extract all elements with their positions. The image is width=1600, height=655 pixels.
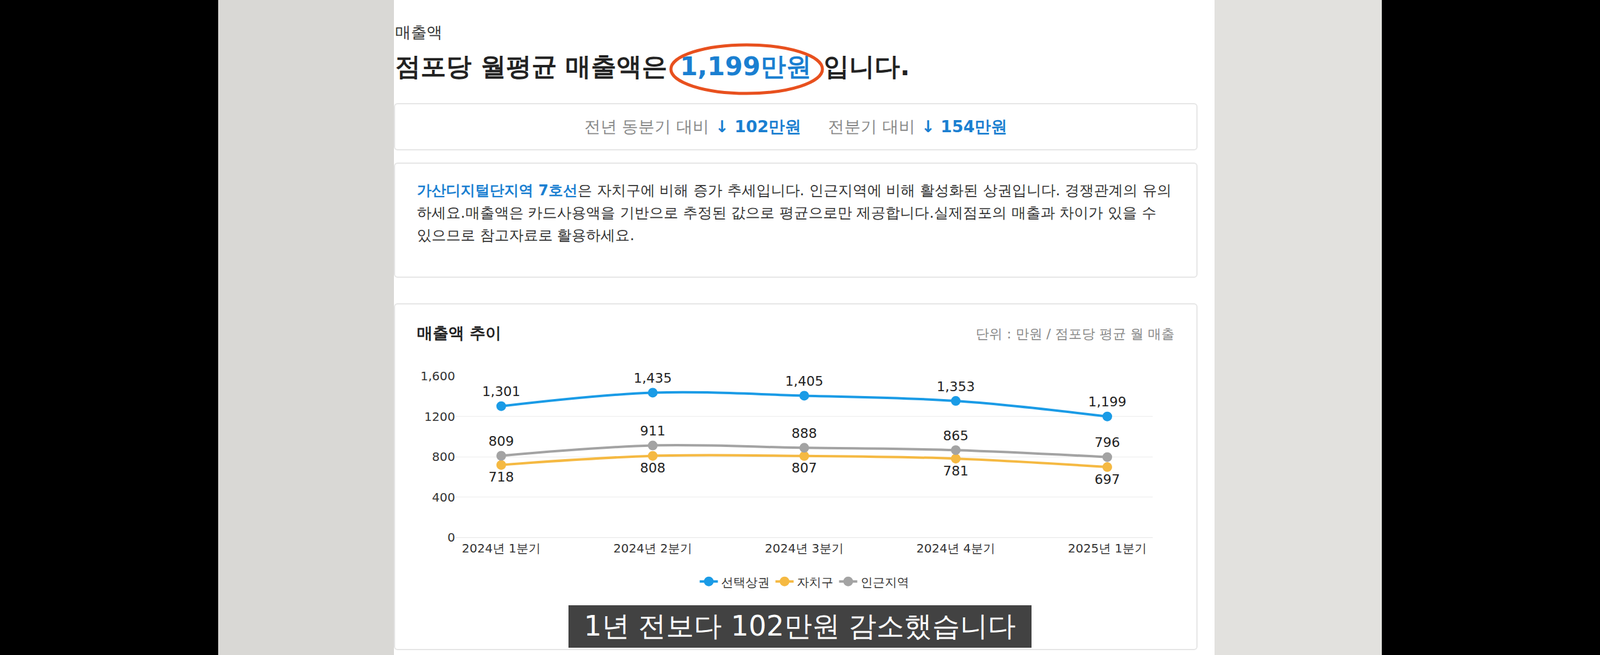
svg-text:800: 800 [432,449,456,464]
svg-text:809: 809 [488,433,514,449]
svg-text:2025년 1분기: 2025년 1분기 [1067,540,1147,556]
svg-text:2024년 4분기: 2024년 4분기 [916,540,996,556]
svg-text:1,301: 1,301 [482,383,521,399]
html-text:1년 전보다 102만원 감소했습니다: 1년 전보다 102만원 감소했습니다 [583,609,1017,642]
svg-text:1,435: 1,435 [633,370,673,386]
svg-text:807: 807 [791,460,817,476]
svg-text:808: 808 [640,460,666,476]
svg-text:697: 697 [1094,471,1120,487]
svg-text:1,600: 1,600 [420,368,456,384]
svg-text:781: 781 [943,463,969,479]
html-text:단위 : 만원 / 점포당 평균 월 매출: 단위 : 만원 / 점포당 평균 월 매출 [975,326,1175,342]
svg-text:인근지역: 인근지역 [860,574,910,590]
svg-text:1200: 1200 [424,409,456,424]
svg-text:0: 0 [447,529,456,545]
html-text:전년 동분기 대비 ↓ 102만원: 전년 동분기 대비 ↓ 102만원 [584,116,802,136]
html-text:점포당 월평균 매출액은: 점포당 월평균 매출액은 [395,51,668,82]
html-text:1,199만원: 1,199만원 [679,51,812,82]
html-text:매출액: 매출액 [395,23,443,42]
svg-text:2024년 1분기: 2024년 1분기 [461,540,541,556]
svg-text:1,405: 1,405 [785,373,824,389]
html-text:전분기 대비 ↓ 154만원: 전분기 대비 ↓ 154만원 [828,116,1008,136]
svg-text:2024년 3분기: 2024년 3분기 [764,540,844,556]
svg-text:865: 865 [943,427,969,444]
html-text:매출액 추이: 매출액 추이 [416,323,502,342]
svg-text:자치구: 자치구 [796,574,834,590]
html-text:가산디지털단지역 7호선은 자치구에 비해 증가 추세입니다: 가산디지털단지역 7호선은 자치구에 비해 증가 추세입니다. 인근지역에 비해… [416,181,1172,244]
svg-text:718: 718 [488,469,514,485]
html-text:입니다.: 입니다. [823,51,910,82]
svg-text:선택상권: 선택상권 [721,574,770,590]
svg-text:400: 400 [432,489,456,505]
svg-text:888: 888 [791,425,817,441]
svg-text:796: 796 [1094,434,1120,450]
svg-text:2024년 2분기: 2024년 2분기 [613,540,693,556]
svg-text:1,353: 1,353 [936,378,976,394]
svg-text:1,199: 1,199 [1088,393,1127,410]
svg-text:911: 911 [640,423,666,439]
